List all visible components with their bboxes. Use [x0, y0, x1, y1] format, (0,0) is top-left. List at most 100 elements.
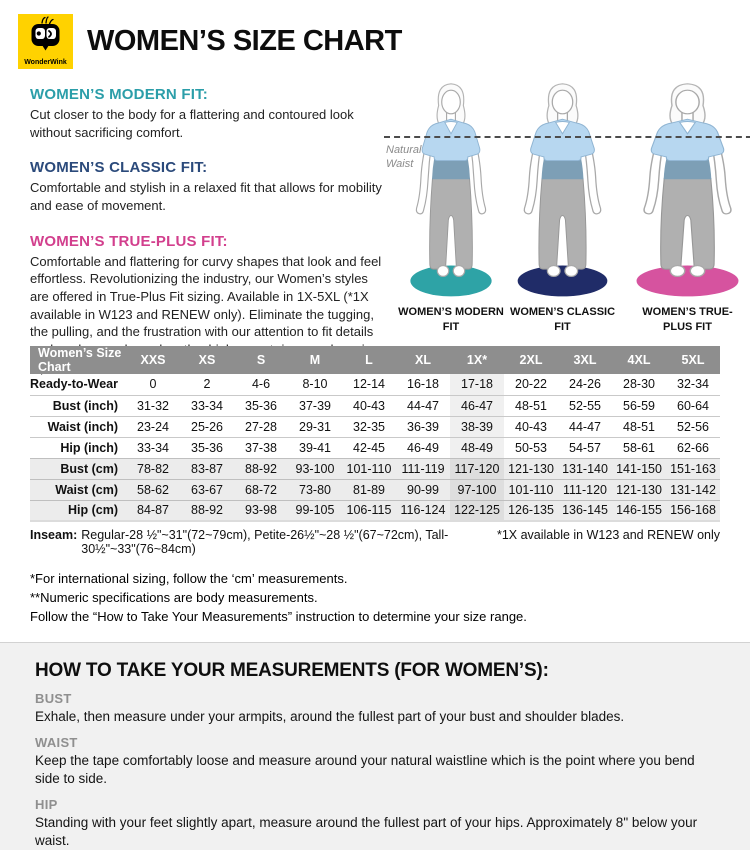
size-cell: 23-24	[137, 419, 169, 434]
size-cell: 32-34	[677, 377, 709, 392]
waist-instruction: WAIST Keep the tape comfortably loose an…	[35, 735, 715, 788]
size-cell: 28-30	[623, 377, 655, 392]
fit-descriptions: WOMEN’S MODERN FIT: Cut closer to the bo…	[30, 72, 382, 375]
size-column-header: 1X*	[450, 346, 504, 374]
size-cell: 46-47	[450, 395, 504, 416]
size-cell: 36-39	[407, 419, 439, 434]
size-cell: 58-61	[623, 440, 655, 455]
size-cell: 121-130	[616, 482, 662, 497]
row-label: Bust (inch)	[52, 398, 118, 413]
size-cell: 35-36	[191, 440, 223, 455]
true-plus-fit-figure: WOMEN’S TRUE-PLUS FIT	[621, 82, 750, 334]
size-cell: 37-39	[299, 398, 331, 413]
size-cell: 78-82	[137, 461, 169, 476]
size-cell: 40-43	[353, 398, 385, 413]
size-cell: 48-51	[623, 419, 655, 434]
size-cell: 31-32	[137, 398, 169, 413]
size-cell: 83-87	[191, 461, 223, 476]
true-plus-fit-base-ellipse	[636, 265, 739, 297]
size-cell: 33-34	[137, 440, 169, 455]
size-cell: 39-41	[299, 440, 331, 455]
size-cell: 25-26	[191, 419, 223, 434]
size-cell: 32-35	[353, 419, 385, 434]
modern-fit-figure-label: WOMEN’S MODERN FIT	[398, 306, 504, 333]
waist-text: Keep the tape comfortably loose and meas…	[35, 752, 695, 786]
size-cell: 0	[149, 377, 157, 392]
hip-instruction: HIP Standing with your feet slightly apa…	[35, 797, 715, 850]
size-cell: 117-120	[450, 458, 504, 479]
size-cell: 99-105	[295, 503, 335, 518]
hip-label: HIP	[35, 797, 58, 813]
size-cell: 60-64	[677, 398, 709, 413]
size-cell: 44-47	[407, 398, 439, 413]
bust-instruction: BUST Exhale, then measure under your arm…	[35, 691, 715, 726]
table-row: Bust (cm) 78-82 83-87 88-92 93-100 101-110 111…	[30, 458, 720, 479]
size-cell: 2	[203, 377, 211, 392]
modern-fit-illustration	[410, 83, 492, 297]
size-cell: 20-22	[515, 377, 547, 392]
row-label: Waist (inch)	[47, 419, 118, 434]
table-row: Bust (inch) 31-32 33-34 35-36 37-39 40-43 44-4…	[30, 395, 720, 416]
inseam-text: Regular-28 ½"~31"(72~79cm), Petite-26½"~…	[81, 528, 449, 556]
size-cell: 17-18	[450, 374, 504, 395]
bust-text: Exhale, then measure under your armpits,…	[35, 708, 625, 724]
size-cell: 58-62	[137, 482, 169, 497]
inseam-note-row: Inseam: Regular-28 ½"~31"(72~79cm), Peti…	[30, 528, 720, 556]
size-cell: 54-57	[569, 440, 601, 455]
size-cell: 37-38	[245, 440, 277, 455]
row-label: Bust (cm)	[60, 461, 118, 476]
table-title-cell: Women’s Size Chart	[30, 346, 126, 374]
size-cell: 116-124	[400, 503, 446, 518]
size-column-header: L	[342, 346, 396, 374]
size-column-header: 2XL	[504, 346, 558, 374]
size-column-header: S	[234, 346, 288, 374]
size-cell: 56-59	[623, 398, 655, 413]
size-cell: 12-14	[353, 377, 385, 392]
size-cell: 46-49	[407, 440, 439, 455]
owl-icon	[31, 15, 60, 50]
table-row: Ready-to-Wear 0 2 4-6 8-10 12-14 16-18 17-18 20-…	[30, 374, 720, 395]
size-cell: 42-45	[353, 440, 385, 455]
true-plus-fit-heading: WOMEN’S TRUE-PLUS FIT:	[30, 232, 228, 250]
size-cell: 52-55	[569, 398, 601, 413]
size-column-header: XL	[396, 346, 450, 374]
size-cell: 63-67	[191, 482, 223, 497]
hip-text: Standing with your feet slightly apart, …	[35, 815, 698, 849]
classic-fit-description: Comfortable and stylish in a relaxed fit…	[30, 180, 382, 214]
size-cell: 48-51	[515, 398, 547, 413]
brand-name: WonderWink	[24, 58, 67, 66]
size-cell: 151-163	[670, 461, 716, 476]
size-cell: 52-56	[677, 419, 709, 434]
classic-fit-figure-label: WOMEN’S CLASSIC FIT	[509, 306, 616, 333]
size-cell: 48-49	[450, 437, 504, 458]
size-cell: 111-119	[401, 461, 445, 476]
size-cell: 68-72	[245, 482, 277, 497]
modern-fit-base-ellipse	[410, 265, 492, 297]
size-cell: 44-47	[569, 419, 601, 434]
size-cell: 88-92	[245, 461, 277, 476]
size-cell: 93-98	[245, 503, 277, 518]
size-cell: 131-142	[670, 482, 716, 497]
size-column-header: XXS	[126, 346, 180, 374]
size-cell: 106-115	[346, 503, 392, 518]
wonderwink-logo: WonderWink	[18, 13, 73, 69]
size-cell: 156-168	[670, 503, 716, 518]
size-table: Women’s Size Chart XXS XS S M L XL 1X* 2XL 3XL 4XL…	[30, 346, 720, 522]
size-cell: 24-26	[569, 377, 601, 392]
size-cell: 101-110	[346, 461, 392, 476]
classic-fit-illustration	[517, 83, 608, 297]
inseam-label: Inseam:	[30, 528, 78, 542]
size-cell: 93-100	[295, 461, 335, 476]
modern-fit-section: WOMEN’S MODERN FIT: Cut closer to the bo…	[30, 86, 382, 141]
modern-fit-heading: WOMEN’S MODERN FIT:	[30, 86, 208, 103]
size-cell: 16-18	[407, 377, 439, 392]
size-column-header: M	[288, 346, 342, 374]
size-cell: 27-28	[245, 419, 277, 434]
size-cell: 88-92	[191, 503, 223, 518]
size-cell: 146-155	[616, 503, 662, 518]
fit-figures-panel: Natural Waist WOMEN’S MODERN FIT WOMEN’S…	[382, 72, 750, 334]
classic-fit-section: WOMEN’S CLASSIC FIT: Comfortable and sty…	[30, 159, 382, 214]
size-cell: 8-10	[302, 377, 328, 392]
table-row: Waist (cm) 58-62 63-67 68-72 73-80 81-89 90-99…	[30, 479, 720, 500]
